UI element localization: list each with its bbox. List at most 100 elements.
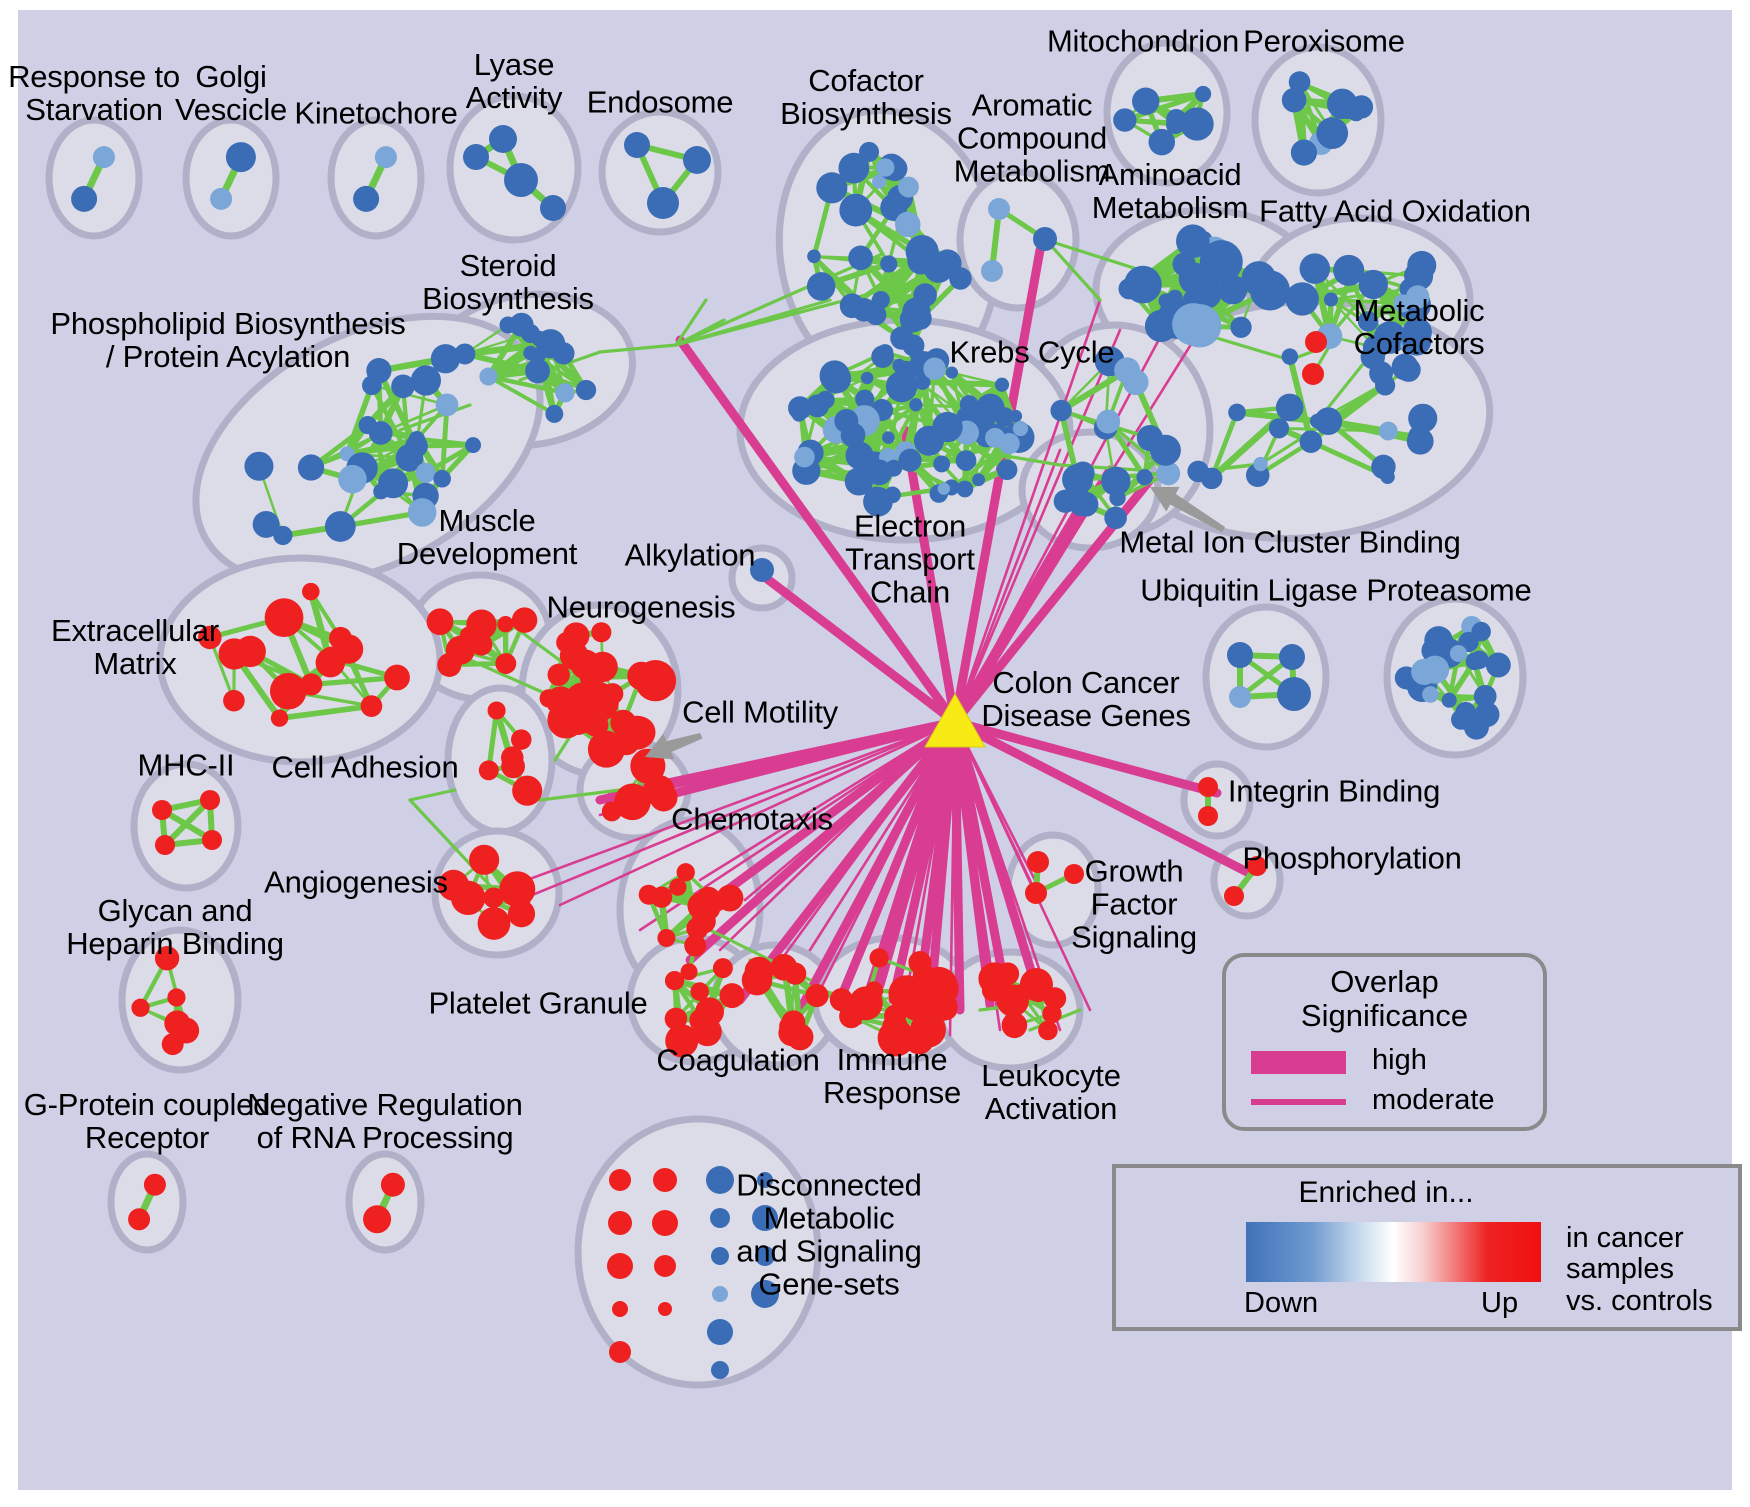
gene-set-node[interactable]	[384, 664, 410, 691]
gene-set-node[interactable]	[152, 800, 172, 820]
gene-set-node[interactable]	[576, 705, 606, 735]
gene-set-node[interactable]	[504, 163, 538, 197]
gene-set-node[interactable]	[1281, 348, 1299, 365]
gene-set-node[interactable]	[539, 689, 558, 708]
gene-set-node[interactable]	[707, 1319, 733, 1345]
gene-set-node[interactable]	[981, 260, 1003, 282]
gene-set-node[interactable]	[914, 373, 931, 390]
gene-set-node[interactable]	[1132, 87, 1160, 115]
gene-set-node[interactable]	[1012, 420, 1029, 437]
gene-set-node[interactable]	[1166, 115, 1185, 135]
gene-set-node[interactable]	[1285, 282, 1319, 316]
gene-set-node[interactable]	[1314, 407, 1343, 436]
gene-set-node[interactable]	[1299, 253, 1331, 284]
gene-set-node[interactable]	[1064, 864, 1084, 884]
gene-set-node[interactable]	[353, 185, 380, 212]
gene-set-node[interactable]	[654, 1255, 676, 1277]
gene-set-node[interactable]	[882, 1013, 908, 1040]
gene-set-node[interactable]	[1253, 456, 1268, 472]
gene-set-node[interactable]	[511, 607, 538, 633]
gene-set-node[interactable]	[562, 622, 590, 650]
gene-set-node[interactable]	[634, 660, 677, 702]
gene-set-node[interactable]	[1485, 652, 1511, 678]
gene-set-node[interactable]	[1344, 263, 1361, 279]
gene-set-node[interactable]	[770, 954, 798, 981]
gene-set-node[interactable]	[244, 451, 274, 481]
gene-set-node[interactable]	[805, 983, 829, 1008]
gene-set-node[interactable]	[686, 917, 709, 940]
gene-set-node[interactable]	[607, 1253, 633, 1279]
gene-set-node[interactable]	[956, 480, 974, 498]
gene-set-node[interactable]	[210, 187, 233, 210]
gene-set-node[interactable]	[1176, 224, 1210, 259]
gene-set-node[interactable]	[380, 1172, 405, 1197]
gene-set-node[interactable]	[495, 653, 517, 674]
gene-set-node[interactable]	[92, 146, 115, 169]
gene-set-node[interactable]	[463, 144, 489, 170]
gene-set-node[interactable]	[609, 1169, 631, 1191]
gene-set-node[interactable]	[791, 406, 807, 422]
gene-set-node[interactable]	[1096, 409, 1121, 434]
gene-set-node[interactable]	[978, 962, 1012, 995]
gene-set-node[interactable]	[1033, 227, 1057, 251]
gene-set-node[interactable]	[223, 689, 245, 712]
gene-set-node[interactable]	[664, 971, 685, 991]
gene-set-node[interactable]	[407, 498, 437, 527]
gene-set-node[interactable]	[1380, 469, 1395, 485]
gene-set-node[interactable]	[555, 383, 575, 403]
gene-set-node[interactable]	[821, 363, 852, 394]
gene-set-node[interactable]	[366, 358, 392, 384]
gene-set-node[interactable]	[497, 616, 514, 633]
gene-set-node[interactable]	[501, 746, 524, 769]
gene-set-node[interactable]	[805, 394, 830, 418]
gene-set-node[interactable]	[752, 1205, 778, 1231]
gene-set-node[interactable]	[1441, 692, 1457, 708]
gene-set-node[interactable]	[478, 760, 499, 781]
gene-set-node[interactable]	[839, 193, 873, 227]
gene-set-node[interactable]	[657, 928, 676, 947]
gene-set-node[interactable]	[469, 844, 500, 875]
gene-set-node[interactable]	[680, 963, 698, 981]
gene-set-node[interactable]	[297, 454, 325, 481]
gene-set-node[interactable]	[937, 482, 950, 495]
gene-set-node[interactable]	[1406, 285, 1430, 309]
gene-set-node[interactable]	[779, 1015, 801, 1038]
gene-set-node[interactable]	[647, 187, 679, 219]
gene-set-node[interactable]	[712, 958, 733, 979]
gene-set-node[interactable]	[1198, 777, 1218, 797]
gene-set-node[interactable]	[552, 342, 575, 365]
gene-set-node[interactable]	[1463, 714, 1489, 740]
gene-set-node[interactable]	[1277, 677, 1311, 711]
gene-set-node[interactable]	[1229, 686, 1251, 708]
gene-set-node[interactable]	[1101, 466, 1131, 496]
gene-set-node[interactable]	[806, 272, 836, 301]
gene-set-node[interactable]	[1279, 644, 1305, 670]
gene-set-node[interactable]	[225, 142, 256, 173]
gene-set-node[interactable]	[408, 430, 426, 448]
gene-set-node[interactable]	[653, 1168, 677, 1192]
gene-set-node[interactable]	[864, 486, 889, 511]
gene-set-node[interactable]	[523, 345, 538, 361]
gene-set-node[interactable]	[1228, 403, 1246, 422]
gene-set-node[interactable]	[373, 483, 389, 500]
gene-set-node[interactable]	[988, 198, 1010, 220]
gene-set-node[interactable]	[1402, 317, 1432, 347]
gene-set-node[interactable]	[601, 801, 622, 822]
gene-set-node[interactable]	[329, 626, 352, 650]
gene-set-node[interactable]	[269, 672, 307, 710]
gene-set-node[interactable]	[438, 652, 462, 676]
gene-set-node[interactable]	[1449, 644, 1467, 663]
gene-set-node[interactable]	[426, 608, 454, 636]
gene-set-node[interactable]	[945, 366, 959, 379]
gene-set-node[interactable]	[712, 1286, 728, 1302]
gene-set-node[interactable]	[848, 245, 873, 271]
gene-set-node[interactable]	[845, 441, 874, 470]
gene-set-node[interactable]	[1019, 968, 1053, 1002]
gene-set-node[interactable]	[479, 367, 498, 386]
gene-set-node[interactable]	[840, 422, 866, 448]
gene-set-node[interactable]	[591, 622, 612, 643]
gene-set-node[interactable]	[1290, 139, 1318, 166]
gene-set-node[interactable]	[1136, 469, 1153, 486]
gene-set-node[interactable]	[202, 830, 222, 850]
gene-set-node[interactable]	[876, 344, 894, 361]
